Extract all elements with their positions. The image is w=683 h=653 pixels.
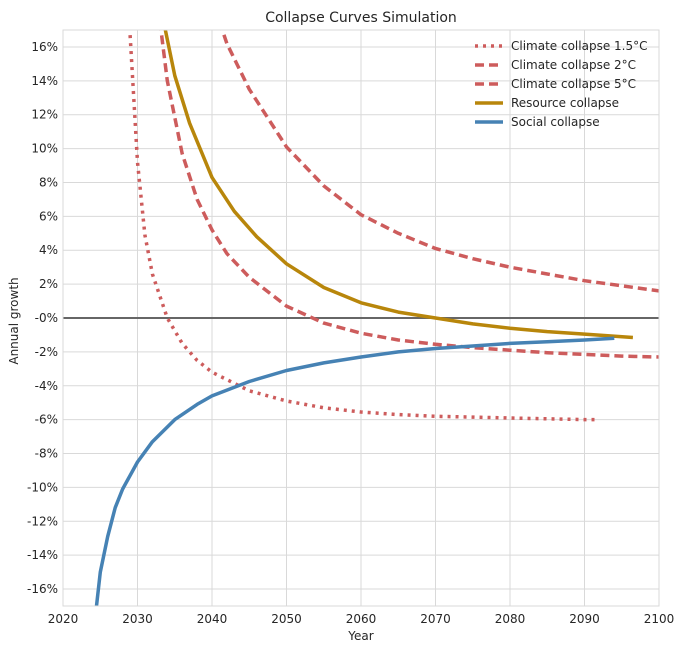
legend-label-climate-5c: Climate collapse 5°C xyxy=(511,77,636,91)
y-tick-label: -6% xyxy=(35,413,58,427)
x-tick-label: 2070 xyxy=(420,612,451,626)
y-tick-label: 4% xyxy=(39,243,58,257)
tick-labels: 2020 2030 2040 2050 2060 2070 2080 2090 2100 16% 1… xyxy=(27,40,674,626)
y-tick-label: 12% xyxy=(31,108,58,122)
y-tick-label: 16% xyxy=(31,40,58,54)
x-tick-label: 2020 xyxy=(48,612,79,626)
y-tick-label: 6% xyxy=(39,209,58,223)
legend-label-climate-1-5c: Climate collapse 1.5°C xyxy=(511,39,647,53)
legend-label-resource: Resource collapse xyxy=(511,96,619,110)
y-tick-label: 10% xyxy=(31,142,58,156)
x-tick-label: 2050 xyxy=(271,612,302,626)
x-tick-label: 2060 xyxy=(346,612,377,626)
y-tick-label: -0% xyxy=(35,311,58,325)
legend-label-climate-2c: Climate collapse 2°C xyxy=(511,58,636,72)
y-tick-label: -4% xyxy=(35,379,58,393)
y-tick-label: -2% xyxy=(35,345,58,359)
x-axis-title: Year xyxy=(347,629,373,643)
y-tick-label: -8% xyxy=(35,447,58,461)
series-line-climate-1-5c xyxy=(128,34,600,422)
y-tick-label: -14% xyxy=(27,548,58,562)
y-tick-label: -16% xyxy=(27,582,58,596)
y-tick-label: 14% xyxy=(31,74,58,88)
legend: Climate collapse 1.5°C Climate collapse 2… xyxy=(475,39,647,129)
x-tick-label: 2030 xyxy=(122,612,153,626)
series-line-resource xyxy=(163,30,634,340)
x-tick-label: 2090 xyxy=(569,612,600,626)
plot-frame xyxy=(62,29,660,607)
y-tick-label: 2% xyxy=(39,277,58,291)
series-line-climate-5c xyxy=(220,30,659,293)
y-tick-label: -12% xyxy=(27,514,58,528)
y-axis-title: Annual growth xyxy=(7,277,21,364)
series-line-climate-2c xyxy=(159,30,659,359)
y-tick-label: 8% xyxy=(39,175,58,189)
series-group xyxy=(94,30,659,606)
x-tick-label: 2080 xyxy=(495,612,526,626)
series-line-social xyxy=(94,336,615,606)
x-tick-label: 2040 xyxy=(197,612,228,626)
legend-label-social: Social collapse xyxy=(511,115,600,129)
y-tick-label: -10% xyxy=(27,480,58,494)
x-tick-label: 2100 xyxy=(644,612,675,626)
chart-title: Collapse Curves Simulation xyxy=(265,10,457,26)
